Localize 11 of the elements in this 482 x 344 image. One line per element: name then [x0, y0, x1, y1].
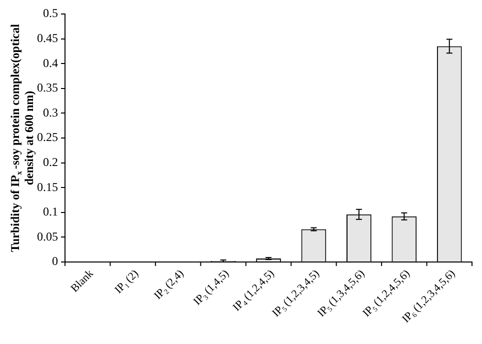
- y-tick-label: 0.15: [37, 180, 58, 194]
- y-tick-label: 0.5: [43, 6, 58, 20]
- y-tick-label: 0.1: [43, 204, 58, 219]
- y-tick-label: 0.05: [37, 229, 58, 244]
- y-tick-label: 0.45: [37, 30, 58, 45]
- y-tick-label: 0.2: [43, 154, 58, 169]
- y-tick-label: 0.3: [43, 105, 58, 120]
- y-tick-label: 0.35: [37, 80, 58, 95]
- y-tick-label: 0.4: [43, 56, 58, 70]
- y-tick-label: 0: [52, 254, 58, 268]
- y-tick-label: 0.25: [37, 130, 58, 144]
